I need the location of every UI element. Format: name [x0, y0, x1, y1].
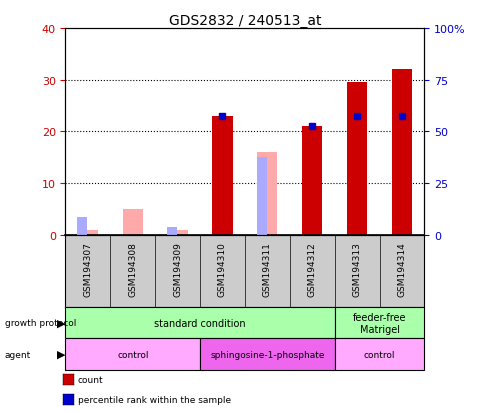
Text: control: control: [363, 350, 394, 358]
Bar: [212, 116, 232, 235]
Bar: [166, 228, 177, 235]
Text: GSM194308: GSM194308: [128, 241, 137, 296]
Text: percentile rank within the sample: percentile rank within the sample: [77, 395, 230, 404]
Bar: [65, 308, 334, 339]
Text: GSM194312: GSM194312: [307, 241, 316, 296]
Text: count: count: [77, 375, 103, 385]
Text: GSM194309: GSM194309: [173, 241, 182, 296]
Text: GSM194314: GSM194314: [396, 241, 406, 296]
Bar: [77, 230, 98, 235]
Bar: [391, 70, 411, 235]
Bar: [257, 153, 277, 235]
Text: agent: agent: [5, 350, 31, 358]
Bar: [167, 230, 187, 235]
Text: GSM194310: GSM194310: [217, 241, 227, 296]
Title: GDS2832 / 240513_at: GDS2832 / 240513_at: [168, 14, 320, 28]
Text: GSM194307: GSM194307: [83, 241, 92, 296]
Text: control: control: [117, 350, 148, 358]
Text: sphingosine-1-phosphate: sphingosine-1-phosphate: [210, 350, 324, 358]
Bar: [256, 158, 266, 235]
Text: ▶: ▶: [57, 318, 66, 328]
Bar: [334, 308, 424, 339]
Bar: [346, 83, 366, 235]
Text: GSM194311: GSM194311: [262, 241, 272, 296]
Bar: [334, 339, 424, 370]
Text: feeder-free
Matrigel: feeder-free Matrigel: [352, 312, 406, 334]
Bar: [302, 127, 322, 235]
Text: growth protocol: growth protocol: [5, 319, 76, 328]
Bar: [65, 339, 199, 370]
Bar: [200, 339, 334, 370]
Bar: [77, 217, 87, 235]
Text: ▶: ▶: [57, 349, 66, 359]
Text: standard condition: standard condition: [154, 318, 245, 328]
Bar: [122, 210, 143, 235]
Text: GSM194313: GSM194313: [352, 241, 361, 296]
